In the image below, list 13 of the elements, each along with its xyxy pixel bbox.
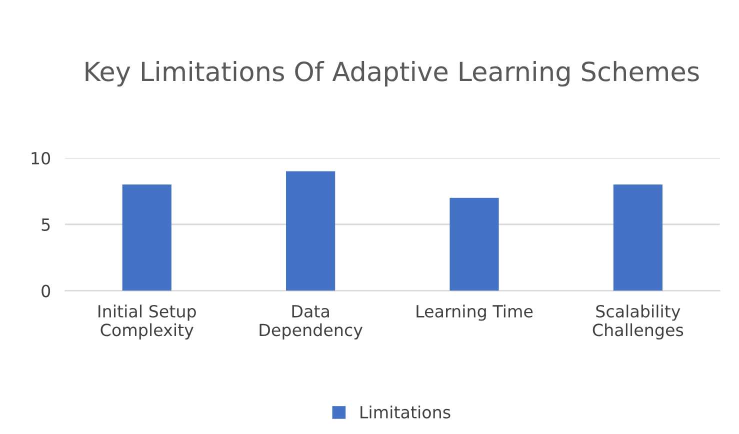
y-tick-label: 5 [42, 218, 50, 231]
bar [122, 184, 172, 291]
x-tick-label: Data Dependency [260, 305, 363, 340]
x-tick-label: Scalability Challenges [592, 304, 684, 340]
x-tick-label: Learning Time [416, 304, 533, 321]
chart-title: Key Limitations Of Adaptive Learning Schemes [86, 61, 699, 87]
bar [613, 184, 662, 291]
bar [286, 171, 336, 291]
x-tick-label: Initial Setup Complexity [98, 304, 196, 340]
legend-label: Limitations [360, 406, 450, 418]
bar [450, 198, 499, 291]
y-tick-label: 0 [42, 284, 50, 298]
y-tick-label: 10 [32, 152, 50, 165]
